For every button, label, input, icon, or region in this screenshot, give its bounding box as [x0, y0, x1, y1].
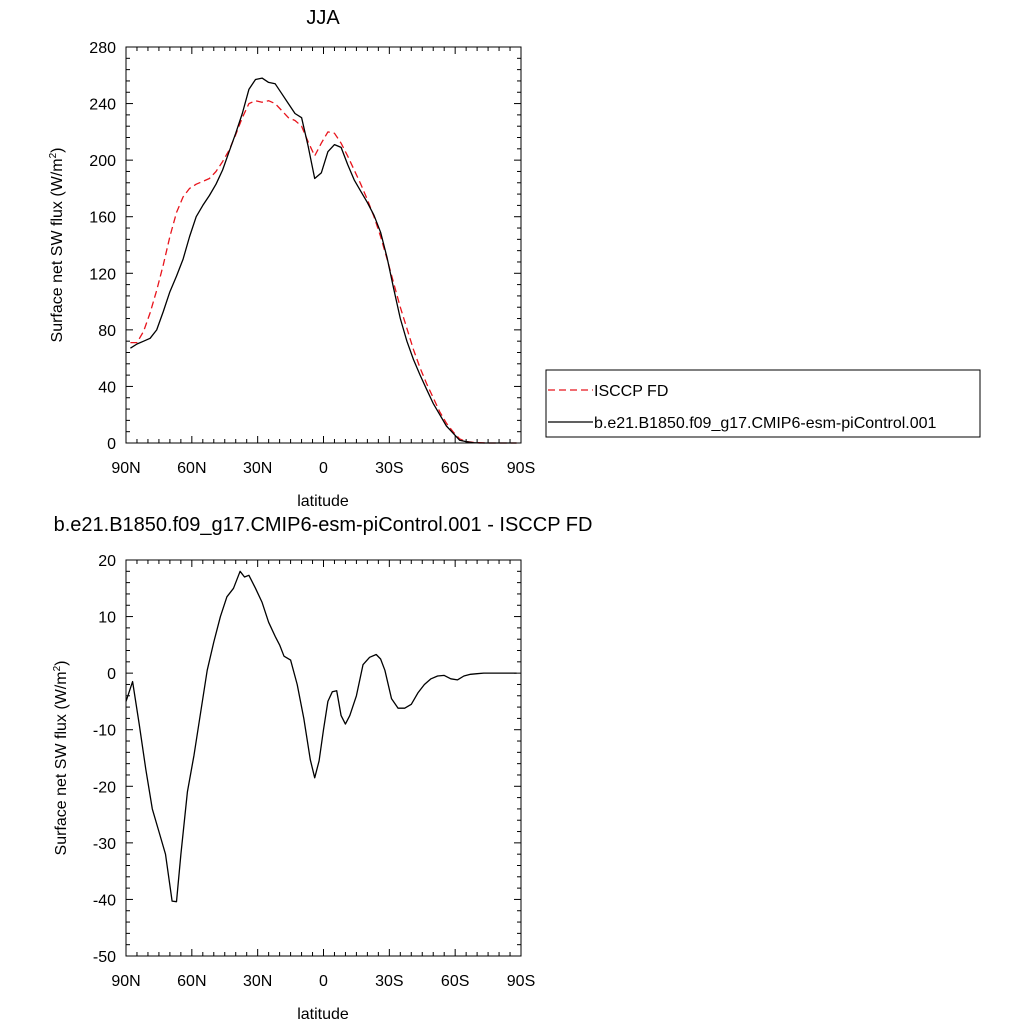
top-x-tick-label: 0	[319, 460, 328, 477]
top-panel-title: JJA	[306, 7, 340, 29]
bottom-y-tick-label: -20	[93, 779, 116, 796]
bottom-x-tick-label: 60N	[177, 973, 206, 990]
legend-label-isccp: ISCCP FD	[594, 383, 668, 400]
top-x-tick-label: 30S	[375, 460, 403, 477]
top-plot-border	[125, 46, 522, 444]
bottom-y-tick-label: 10	[98, 610, 116, 627]
bottom-y-tick-label: -50	[93, 949, 116, 966]
top-series-line-0	[130, 100, 517, 444]
bottom-x-tick-label: 90N	[111, 973, 140, 990]
bottom-y-axis-label: Surface net SW flux (W/m2)	[52, 661, 70, 856]
bottom-y-tick-label: 0	[107, 666, 116, 683]
top-x-tick-label: 30N	[243, 460, 272, 477]
bottom-y-ticks: -50 -40 -30 -20 -10 0 10 20	[93, 553, 521, 966]
bottom-x-ticks: 90N 60N 30N 0 30S 60S 90S	[111, 560, 535, 990]
top-x-tick-label: 60N	[177, 460, 206, 477]
top-y-tick-label: 40	[98, 379, 116, 396]
top-y-axis-label: Surface net SW flux (W/m2)	[48, 148, 66, 343]
bottom-x-tick-label: 60S	[441, 973, 469, 990]
bottom-x-tick-label: 90S	[507, 973, 535, 990]
bottom-series-line-0	[125, 570, 517, 903]
bottom-y-tick-label: -40	[93, 892, 116, 909]
top-x-tick-label: 90S	[507, 460, 535, 477]
top-y-tick-label: 0	[107, 436, 116, 453]
top-x-ticks: 90N 60N 30N 0 30S 60S 90S	[111, 47, 535, 477]
bottom-plot-frame	[125, 559, 522, 957]
top-series-lines	[130, 77, 517, 444]
top-y-tick-label: 200	[89, 153, 116, 170]
bottom-y-tick-label: -30	[93, 836, 116, 853]
top-y-tick-label: 120	[89, 266, 116, 283]
bottom-panel: b.e21.B1850.f09_g17.CMIP6-esm-piControl.…	[52, 514, 592, 1023]
bottom-y-tick-label: 20	[98, 553, 116, 570]
bottom-x-axis-label: latitude	[297, 1006, 349, 1023]
top-y-tick-label: 80	[98, 323, 116, 340]
bottom-x-tick-label: 30N	[243, 973, 272, 990]
legend: ISCCP FD b.e21.B1850.f09_g17.CMIP6-esm-p…	[545, 369, 981, 438]
bottom-panel-title: b.e21.B1850.f09_g17.CMIP6-esm-piControl.…	[54, 514, 593, 536]
legend-box	[545, 369, 981, 438]
bottom-y-tick-label: -10	[93, 723, 116, 740]
legend-label-model: b.e21.B1850.f09_g17.CMIP6-esm-piControl.…	[594, 415, 937, 432]
bottom-x-tick-label: 0	[319, 973, 328, 990]
top-y-tick-label: 280	[89, 40, 116, 57]
top-plot-frame	[125, 46, 522, 444]
top-y-tick-label: 240	[89, 97, 116, 114]
top-x-axis-label: latitude	[297, 493, 349, 510]
top-x-tick-label: 60S	[441, 460, 469, 477]
top-y-tick-label: 160	[89, 210, 116, 227]
top-panel: JJA 90N 60N 30N 0 30S 60S 90S 0 40 80 120 160 200 24…	[48, 7, 535, 510]
bottom-series-lines	[125, 570, 517, 903]
bottom-plot-border	[125, 559, 522, 957]
top-series-line-1	[130, 77, 517, 444]
top-y-ticks: 0 40 80 120 160 200 240 280	[89, 40, 521, 453]
top-x-tick-label: 90N	[111, 460, 140, 477]
bottom-x-tick-label: 30S	[375, 973, 403, 990]
